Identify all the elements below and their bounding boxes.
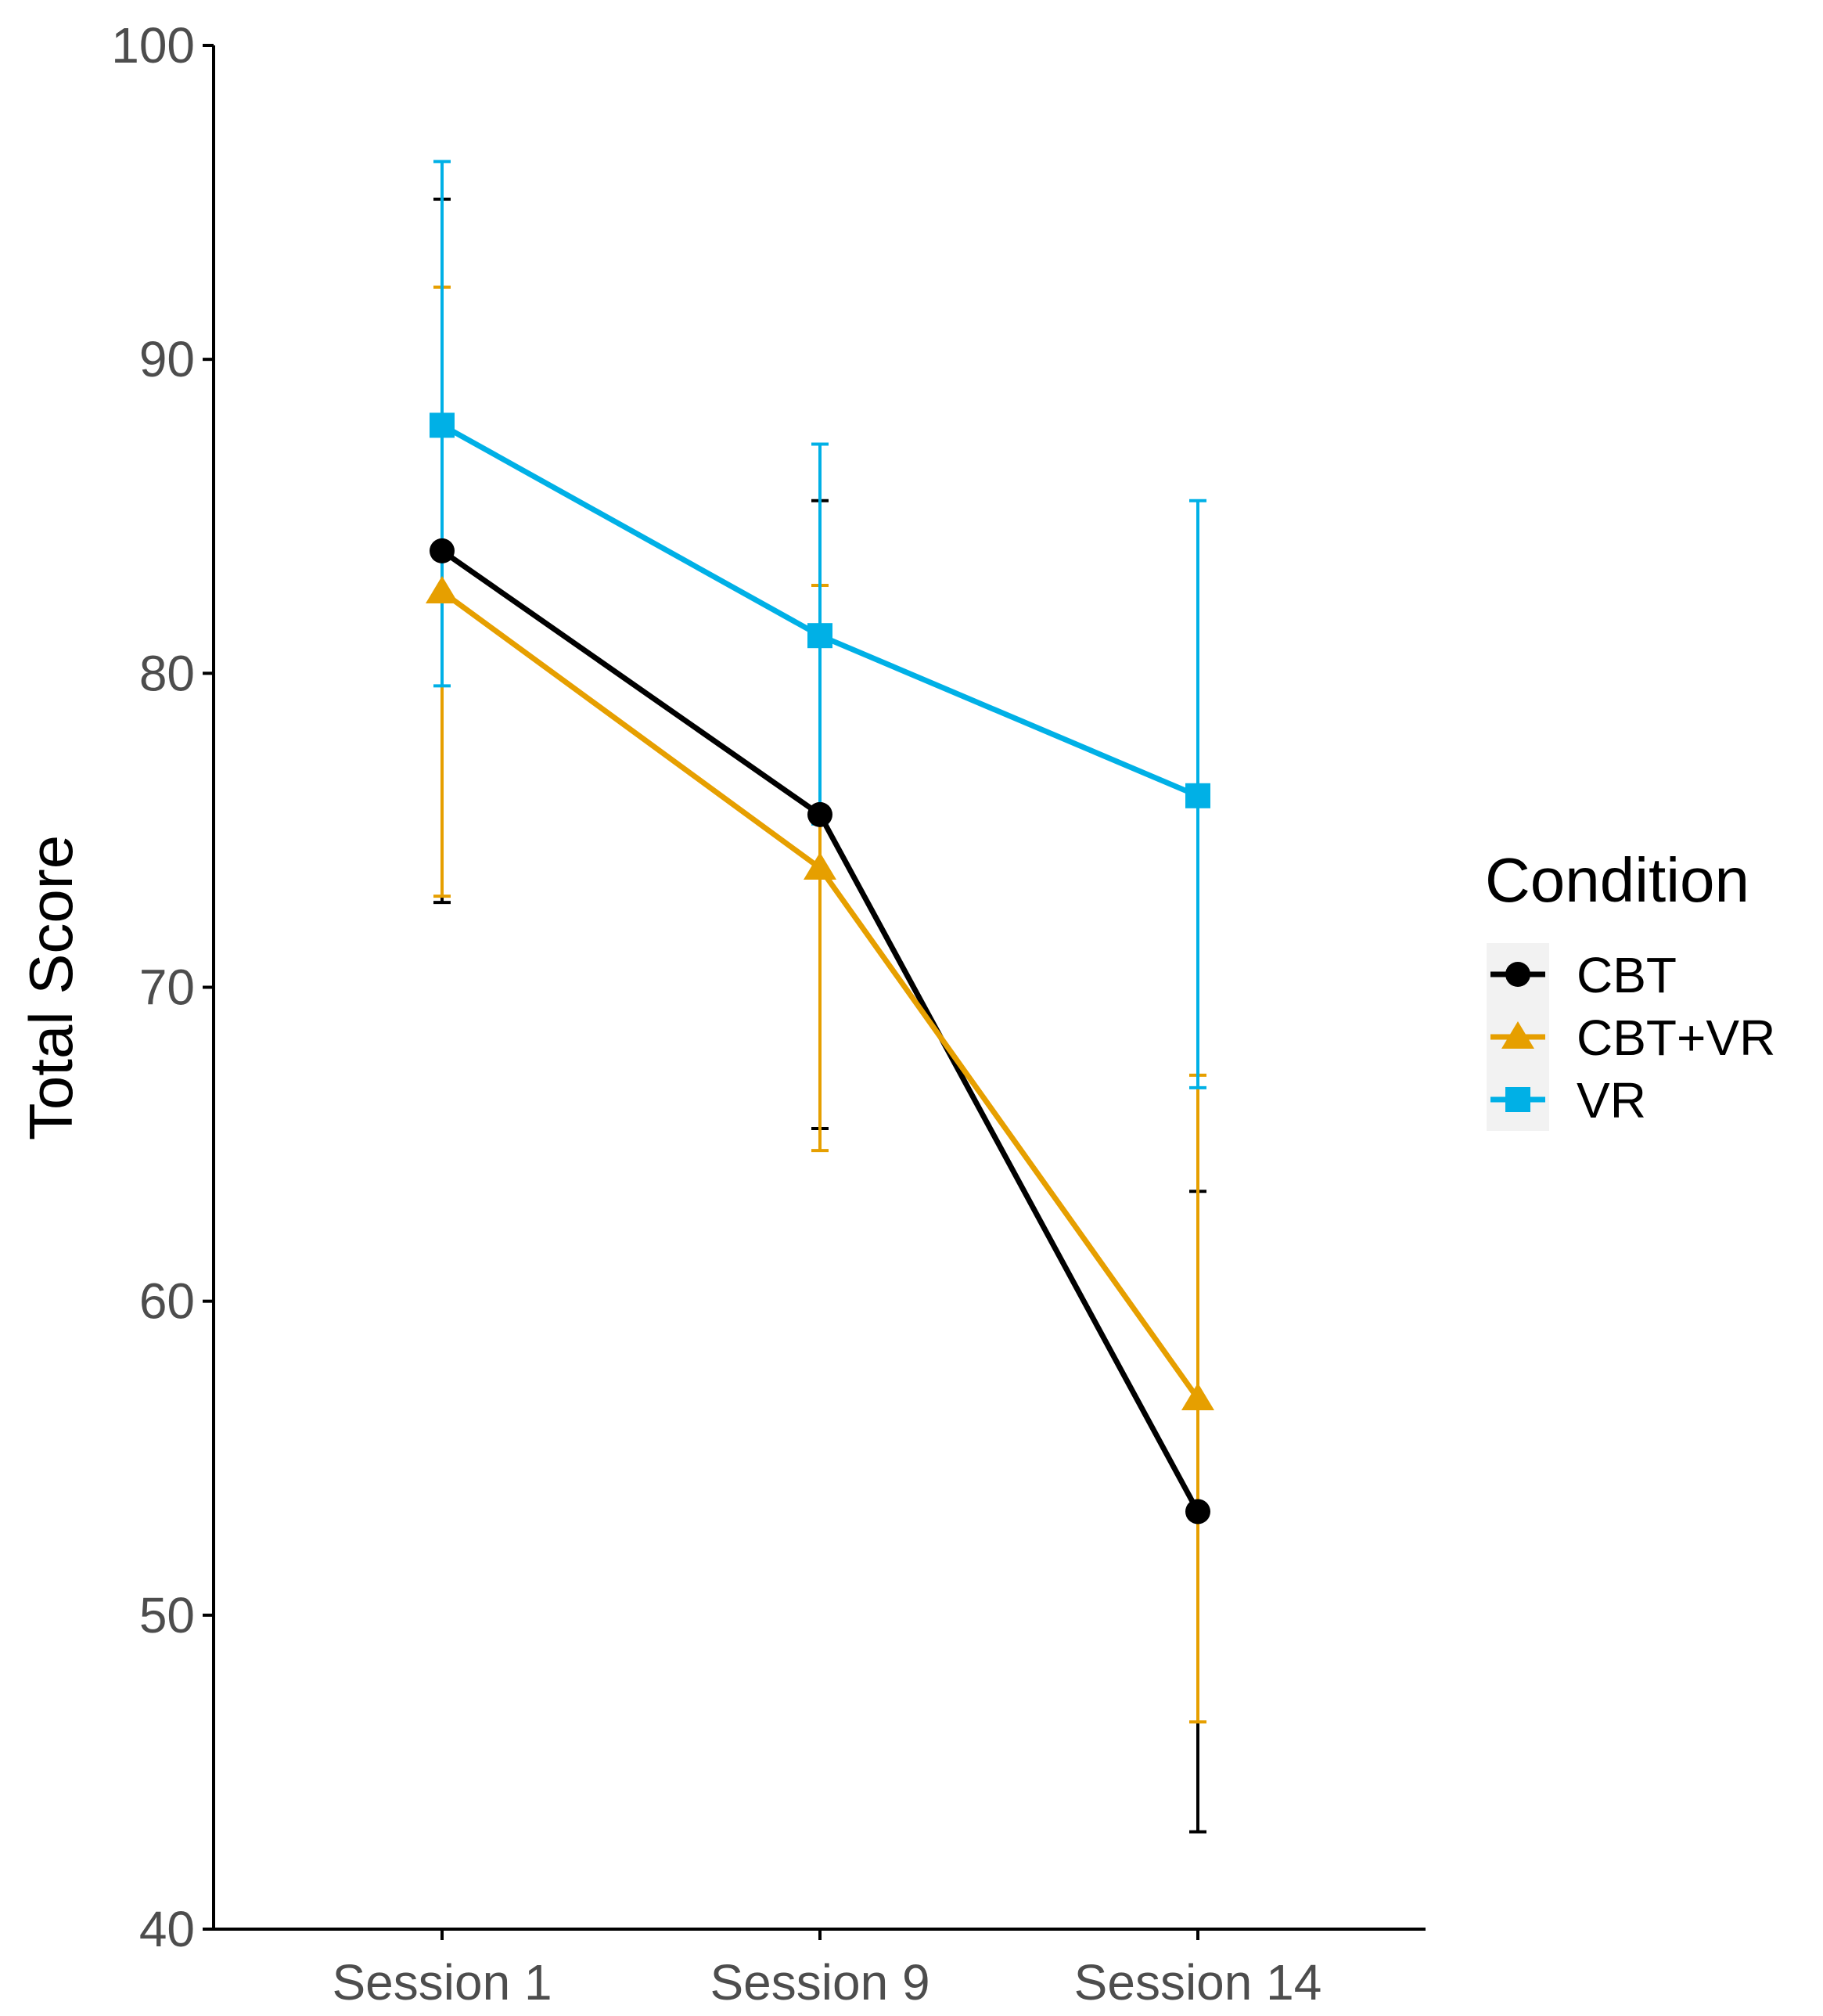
point-vr-2	[807, 623, 832, 649]
legend-marker-vr	[1505, 1087, 1530, 1112]
x-axis-ticks: Session 1 Session 9 Session 14	[332, 1929, 1321, 2011]
legend-item-vr: VR	[1490, 1072, 1646, 1129]
y-axis-title: Total Score	[16, 835, 85, 1140]
point-vr-1	[430, 412, 455, 438]
y-tick-label-80: 80	[139, 645, 195, 701]
point-cbt-1	[430, 538, 455, 563]
legend-label-cbt: CBT	[1577, 947, 1677, 1003]
point-cbt-plus-vr-3	[1181, 1383, 1214, 1411]
point-cbt-plus-vr-1	[426, 576, 458, 604]
y-tick-label-100: 100	[111, 17, 195, 74]
error-bars	[433, 160, 1206, 1834]
y-tick-label-60: 60	[139, 1273, 195, 1330]
x-tick-label-session-14: Session 14	[1074, 1954, 1322, 2011]
legend-item-cbt: CBT	[1490, 947, 1677, 1003]
legend-label-vr: VR	[1577, 1072, 1646, 1129]
point-vr-3	[1185, 783, 1210, 808]
legend-marker-cbt-plus-vr	[1501, 1021, 1534, 1049]
legend: Condition CBT CBT+VR VR	[1485, 845, 1775, 1131]
legend-title: Condition	[1485, 845, 1749, 915]
y-tick-label-90: 90	[139, 331, 195, 387]
y-axis-ticks: 40 50 60 70 80 90 100	[111, 17, 214, 1957]
legend-label-cbt-plus-vr: CBT+VR	[1577, 1010, 1775, 1066]
point-cbt-2	[807, 801, 832, 827]
legend-marker-cbt	[1505, 962, 1530, 987]
y-tick-label-70: 70	[139, 959, 195, 1016]
y-tick-label-40: 40	[139, 1901, 195, 1957]
legend-items: CBT CBT+VR VR	[1490, 947, 1775, 1129]
y-tick-label-50: 50	[139, 1587, 195, 1643]
x-tick-label-session-1: Session 1	[332, 1954, 552, 2011]
point-cbt-plus-vr-2	[804, 852, 836, 880]
legend-item-cbt-plus-vr: CBT+VR	[1490, 1010, 1775, 1066]
series-points	[426, 412, 1214, 1525]
x-tick-label-session-9: Session 9	[710, 1954, 929, 2011]
point-cbt-3	[1185, 1499, 1210, 1525]
